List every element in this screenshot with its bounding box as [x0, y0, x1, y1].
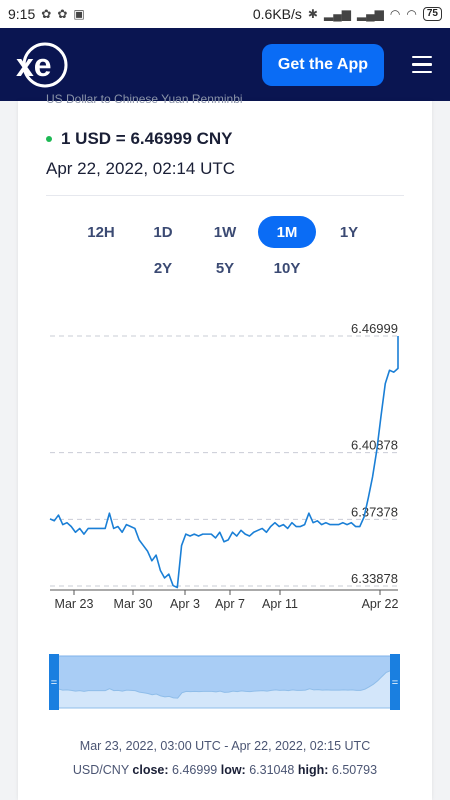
navigator-left-grip-icon: =: [51, 677, 57, 689]
rate-card: US Dollar to Chinese Yuan Renminbi 1 USD…: [18, 92, 432, 800]
navigator-right-handle[interactable]: [390, 654, 400, 710]
y-tick-label: 6.46999: [351, 321, 398, 336]
rate-timestamp: Apr 22, 2022, 02:14 UTC: [46, 159, 236, 178]
close-label: close:: [132, 763, 169, 777]
period-button-1w[interactable]: 1W: [196, 216, 254, 248]
period-button-1m[interactable]: 1M: [258, 216, 316, 248]
low-label: low:: [220, 763, 246, 777]
rate-value: 1 USD = 6.46999 CNY: [61, 129, 233, 148]
get-the-app-button[interactable]: Get the App: [261, 43, 384, 86]
period-button-2y[interactable]: 2Y: [134, 252, 192, 284]
navigator-right-grip-icon: =: [392, 677, 398, 689]
xe-logo[interactable]: xe: [12, 40, 72, 90]
pair-code: USD/CNY: [72, 763, 129, 777]
x-tick-label: Apr 22: [362, 597, 399, 611]
svg-text:xe: xe: [16, 47, 52, 83]
signal-icon-2: ▂▄▆: [356, 7, 384, 21]
x-tick-label: Apr 11: [262, 597, 298, 611]
chart-date-range: Mar 23, 2022, 03:00 UTC - Apr 22, 2022, …: [79, 739, 371, 753]
navigator-area: [49, 666, 400, 709]
battery-indicator: 75: [422, 7, 442, 21]
signal-icon: ▂▄▆: [323, 7, 351, 21]
wechat-icon-2: ✿: [57, 7, 68, 21]
x-tick-label: Apr 3: [170, 597, 200, 611]
message-icon: ▣: [73, 7, 85, 21]
y-tick-label: 6.40878: [351, 438, 398, 453]
period-button-1d[interactable]: 1D: [134, 216, 192, 248]
chart-stats: USD/CNY close: 6.46999 low: 6.31048 high…: [18, 763, 432, 777]
live-dot-icon: [46, 136, 52, 142]
rate-chart[interactable]: 6.46999 6.40878 6.37378 6.33878 Mar 23 Mar 30…: [18, 306, 432, 726]
y-tick-label: 6.33878: [351, 571, 398, 586]
period-button-5y[interactable]: 5Y: [196, 252, 254, 284]
low-value: 6.31048: [249, 763, 295, 777]
divider: [46, 195, 404, 196]
rate-line: 1 USD = 6.46999 CNY: [46, 129, 233, 149]
clock: 9:15: [8, 6, 36, 22]
pair-subtitle: US Dollar to Chinese Yuan Renminbi: [46, 92, 243, 106]
close-value: 6.46999: [172, 763, 218, 777]
bluetooth-icon: ✱: [307, 7, 318, 21]
y-tick-label: 6.37378: [351, 504, 398, 519]
app-header: xe Get the App: [0, 28, 450, 101]
status-bar: 9:15 ✿ ✿ ▣ 0.6KB/s ✱ ▂▄▆ ▂▄▆ ◠ ◠ 75: [0, 0, 450, 28]
x-tick-label: Apr 7: [215, 597, 245, 611]
navigator-left-handle[interactable]: [49, 654, 59, 710]
rate-line: [49, 336, 399, 589]
xe-logo-mark: xe: [16, 42, 68, 87]
x-tick-label: Mar 30: [114, 597, 153, 611]
period-selector: 12H 1D 1W 1M 1Y 2Y 5Y 10Y: [18, 216, 432, 288]
wifi-icon: ◠: [389, 7, 401, 21]
x-tick-label: Mar 23: [55, 597, 94, 611]
wifi-icon-2: ◠: [406, 7, 417, 21]
net-speed: 0.6KB/s: [252, 6, 302, 22]
period-button-12h[interactable]: 12H: [72, 216, 130, 248]
high-value: 6.50793: [331, 763, 378, 777]
period-button-1y[interactable]: 1Y: [320, 216, 378, 248]
hamburger-menu-icon[interactable]: [412, 55, 432, 74]
wechat-icon: ✿: [41, 7, 52, 21]
period-button-10y[interactable]: 10Y: [258, 252, 316, 284]
high-label: high:: [297, 763, 329, 777]
